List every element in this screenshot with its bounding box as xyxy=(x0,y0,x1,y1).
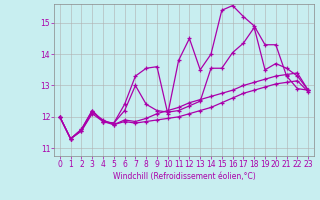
X-axis label: Windchill (Refroidissement éolien,°C): Windchill (Refroidissement éolien,°C) xyxy=(113,172,255,181)
